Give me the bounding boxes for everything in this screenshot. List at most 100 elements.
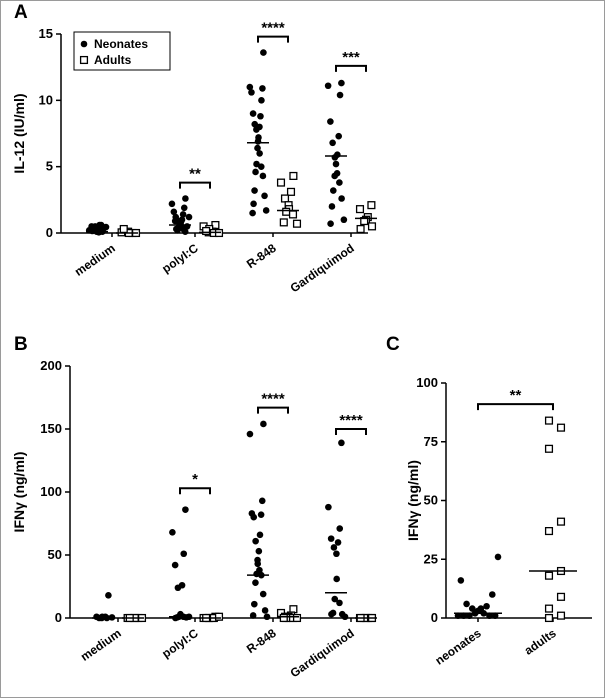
- data-point: [246, 83, 254, 91]
- data-point: [214, 612, 224, 621]
- data-point: [463, 600, 470, 608]
- data-point: [544, 613, 554, 623]
- data-point: [262, 207, 270, 214]
- data-point: [259, 85, 266, 92]
- data-point: [292, 613, 302, 623]
- data-point: [288, 210, 298, 219]
- data-point: [289, 171, 298, 181]
- y-tick-label: 100: [40, 484, 62, 499]
- data-point: [248, 89, 255, 96]
- data-point: [259, 590, 267, 598]
- data-point: [356, 224, 365, 234]
- data-point: [328, 203, 336, 210]
- data-point: [338, 195, 345, 202]
- x-category-label: R-848: [244, 241, 279, 271]
- y-tick-label: 25: [424, 551, 438, 566]
- data-point: [336, 599, 343, 607]
- y-tick-label: 150: [40, 421, 62, 436]
- data-point: [180, 204, 188, 212]
- data-point: [336, 91, 344, 99]
- data-point: [556, 517, 566, 526]
- data-point: [246, 430, 254, 438]
- data-point: [282, 207, 291, 216]
- y-tick-label: 50: [424, 493, 438, 508]
- data-point: [338, 439, 345, 447]
- data-point: [355, 205, 365, 214]
- data-point: [330, 187, 337, 194]
- data-point: [367, 201, 376, 210]
- x-category-label: polyI:C: [159, 626, 201, 661]
- data-point: [257, 112, 264, 120]
- data-point: [249, 612, 257, 619]
- data-point: [338, 79, 345, 87]
- data-point: [169, 529, 176, 536]
- data-point: [251, 187, 258, 194]
- significance-bracket: [179, 487, 211, 495]
- significance-label: **: [510, 387, 522, 404]
- data-point: [260, 49, 267, 56]
- significance-label: ****: [339, 412, 363, 429]
- significance-bracket: [257, 406, 289, 414]
- data-point: [185, 213, 193, 221]
- y-tick-label: 50: [48, 547, 62, 562]
- significance-label: *: [192, 471, 198, 488]
- x-category-label: polyI:C: [159, 241, 201, 276]
- data-point: [105, 592, 112, 599]
- data-point: [556, 592, 566, 601]
- data-point: [179, 211, 187, 218]
- data-point: [259, 172, 267, 180]
- data-point: [261, 607, 269, 614]
- x-category-label: R-848: [244, 626, 279, 656]
- significance-bracket: [257, 35, 289, 43]
- data-point: [173, 225, 180, 233]
- significance-bracket: [179, 181, 211, 189]
- data-point: [249, 110, 257, 117]
- legend-label: Adults: [94, 53, 132, 67]
- data-point: [340, 216, 348, 224]
- data-point: [483, 602, 490, 610]
- x-category-label: medium: [78, 626, 124, 664]
- data-point: [252, 537, 259, 545]
- data-point: [328, 610, 335, 618]
- data-point: [250, 200, 257, 208]
- data-point: [280, 194, 290, 203]
- data-point: [331, 154, 339, 161]
- data-point: [279, 218, 288, 227]
- data-point: [333, 575, 340, 583]
- panel-label-A: A: [14, 2, 28, 23]
- data-point: [181, 228, 189, 235]
- significance-bracket: [335, 428, 367, 435]
- y-tick-label: 75: [424, 434, 438, 449]
- significance-bracket: [477, 403, 554, 411]
- data-point: [324, 82, 332, 90]
- y-tick-label: 200: [40, 358, 62, 373]
- data-point: [556, 423, 566, 432]
- y-tick-label: 0: [431, 610, 438, 625]
- data-point: [333, 550, 340, 558]
- data-point: [260, 420, 267, 428]
- data-point: [168, 200, 176, 208]
- significance-label: ****: [261, 20, 285, 37]
- data-point: [254, 138, 262, 145]
- significance-label: **: [189, 166, 201, 183]
- significance-label: ****: [261, 391, 285, 408]
- data-point: [544, 416, 554, 425]
- data-point: [256, 531, 264, 539]
- data-point: [544, 571, 554, 580]
- data-point: [488, 591, 496, 598]
- data-point: [544, 527, 554, 536]
- data-point: [252, 579, 259, 587]
- data-point: [261, 192, 268, 200]
- data-point: [255, 547, 263, 555]
- y-tick-label: 0: [46, 225, 53, 240]
- data-point: [182, 506, 189, 513]
- significance-label: ***: [342, 49, 360, 66]
- legend-box: [73, 31, 171, 71]
- data-point: [367, 222, 377, 231]
- data-point: [329, 139, 336, 147]
- data-point: [292, 219, 302, 228]
- data-point: [336, 179, 343, 186]
- data-point: [544, 444, 554, 453]
- x-category-label: neonates: [433, 626, 484, 668]
- data-point: [256, 150, 263, 157]
